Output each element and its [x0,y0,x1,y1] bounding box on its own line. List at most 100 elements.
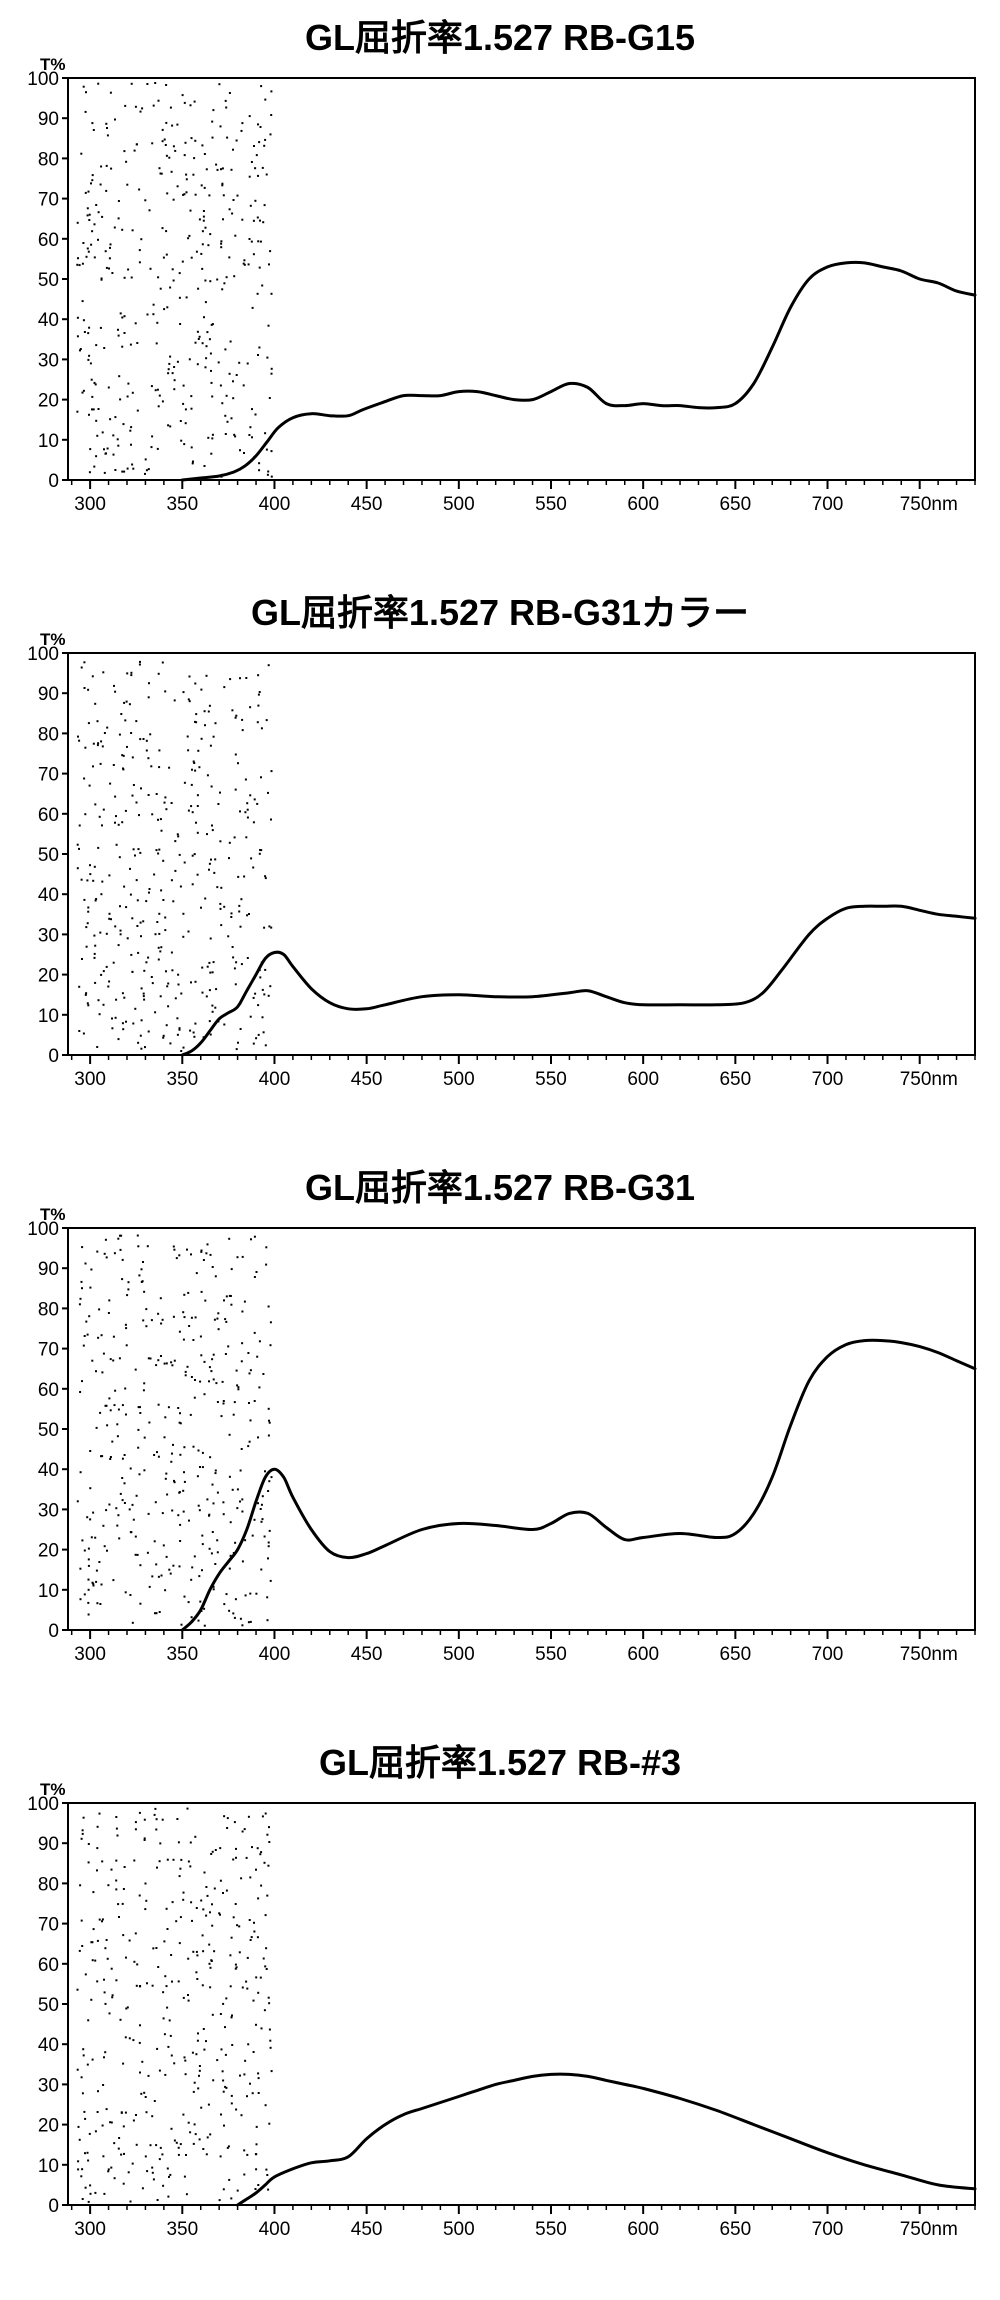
transmittance-curve [180,260,977,482]
x-tick-label: 300 [74,1069,106,1090]
x-tick-label: 700 [812,494,844,515]
stipple-texture [76,1234,273,1627]
x-tick-label: 550 [535,1069,567,1090]
chart-title: GL屈折率1.527 RB-G31 [305,1167,695,1208]
x-tick-label: 750nm [900,494,958,515]
x-tick-label: 350 [166,1069,198,1090]
chart-svg: GL屈折率1.527 RB-G15 T% 0 10 20 30 40 50 60 70 80 90 10… [27,17,977,515]
plot-frame [67,1802,976,2206]
x-tick-label: 450 [351,1069,383,1090]
plot-frame [67,652,976,1056]
x-tick-label: 650 [719,1069,751,1090]
stipple-texture [76,82,273,478]
x-tick-label: 650 [719,1644,751,1665]
x-unit-label: nm [931,1644,957,1665]
x-tick-label: 500 [443,1644,475,1665]
y-tick-label: 30 [38,350,59,371]
y-tick-label: 20 [38,2116,59,2137]
y-tick-label: 90 [38,109,59,130]
y-tick-label: 20 [38,1541,59,1562]
y-axis-label: T% [40,630,66,649]
x-tick-label: 450 [351,2219,383,2240]
x-tick-label: 450 [351,494,383,515]
y-tick-label: 90 [38,1834,59,1855]
x-tick-label: 650 [719,2219,751,2240]
y-tick-label: 10 [38,2156,59,2177]
y-tick-label: 30 [38,1500,59,1521]
x-tick-label: 600 [627,1069,659,1090]
x-tick-label: 650 [719,494,751,515]
y-tick-label: 90 [38,684,59,705]
y-tick-label: 60 [38,1380,59,1401]
y-tick-label: 50 [38,845,59,866]
chart-svg: GL屈折率1.527 RB-#3 T% 0 10 20 30 40 50 60 70 80 90 100… [27,1742,977,2240]
y-tick-label: 20 [38,966,59,987]
y-tick-label: 40 [38,2035,59,2056]
y-axis-label: T% [40,55,66,74]
y-tick-label: 60 [38,1955,59,1976]
y-tick-label: 40 [38,885,59,906]
x-tick-label: 700 [812,2219,844,2240]
y-tick-label: 60 [38,805,59,826]
chart-panel-1: GL屈折率1.527 RB-G15 T% 0 10 20 30 40 50 60 70 80 90 10… [0,0,1000,575]
transmittance-curve [180,904,977,1057]
chart-panel-2: GL屈折率1.527 RB-G31カラー T% 0 10 20 30 40 50 60 70 80 9… [0,575,1000,1150]
x-tick-label: 600 [627,2219,659,2240]
chart-title: GL屈折率1.527 RB-G31カラー [251,592,749,633]
y-tick-label: 20 [38,391,59,412]
x-tick-label: 550 [535,494,567,515]
x-tick-label: 550 [535,1644,567,1665]
y-tick-label: 10 [38,431,59,452]
x-tick-label: 700 [812,1069,844,1090]
x-tick-label: 500 [443,494,475,515]
stipple-texture [76,1807,273,2203]
y-tick-label: 100 [27,1794,59,1815]
y-tick-label: 80 [38,1299,59,1320]
x-tick-label: 750nm [900,1069,958,1090]
x-tick-label: 350 [166,494,198,515]
x-tick-label: 350 [166,2219,198,2240]
chart-svg: GL屈折率1.527 RB-G31 T% 0 10 20 30 40 50 60 70 80 90 10… [27,1167,977,1665]
y-tick-label: 80 [38,724,59,745]
y-tick-label: 0 [48,471,59,492]
y-tick-label: 0 [48,2196,59,2217]
y-tick-label: 40 [38,310,59,331]
y-tick-label: 50 [38,1420,59,1441]
x-tick-label: 350 [166,1644,198,1665]
x-tick-label: 300 [74,1644,106,1665]
y-tick-label: 60 [38,230,59,251]
x-tick-label: 500 [443,1069,475,1090]
x-tick-label: 400 [259,1644,291,1665]
y-tick-label: 70 [38,1915,59,1936]
plot-frame [67,1227,976,1631]
y-tick-label: 30 [38,925,59,946]
x-tick-label: 400 [259,1069,291,1090]
chart-title: GL屈折率1.527 RB-G15 [305,17,695,58]
y-axis-label: T% [40,1205,66,1224]
transmittance-curve [180,1338,977,1632]
x-tick-label: 300 [74,2219,106,2240]
y-tick-label: 10 [38,1006,59,1027]
chart-title: GL屈折率1.527 RB-#3 [319,1742,681,1783]
y-tick-label: 100 [27,644,59,665]
transmittance-curve [236,2072,977,2207]
x-tick-label: 300 [74,494,106,515]
y-axis-label: T% [40,1780,66,1799]
y-tick-label: 90 [38,1259,59,1280]
x-tick-label: 450 [351,1644,383,1665]
y-tick-label: 100 [27,1219,59,1240]
x-tick-label: 750nm [900,1644,958,1665]
chart-panel-4: GL屈折率1.527 RB-#3 T% 0 10 20 30 40 50 60 70 80 90 100… [0,1725,1000,2300]
y-tick-label: 0 [48,1046,59,1067]
y-tick-label: 80 [38,1874,59,1895]
y-tick-label: 40 [38,1460,59,1481]
x-unit-label: nm [931,494,957,515]
plot-frame [67,77,976,481]
stipple-texture [76,660,273,1052]
x-tick-label: 750nm [900,2219,958,2240]
y-tick-label: 70 [38,765,59,786]
chart-svg: GL屈折率1.527 RB-G31カラー T% 0 10 20 30 40 50 60 70 80 9… [27,592,977,1090]
x-unit-label: nm [931,1069,957,1090]
y-tick-label: 30 [38,2075,59,2096]
x-unit-label: nm [931,2219,957,2240]
